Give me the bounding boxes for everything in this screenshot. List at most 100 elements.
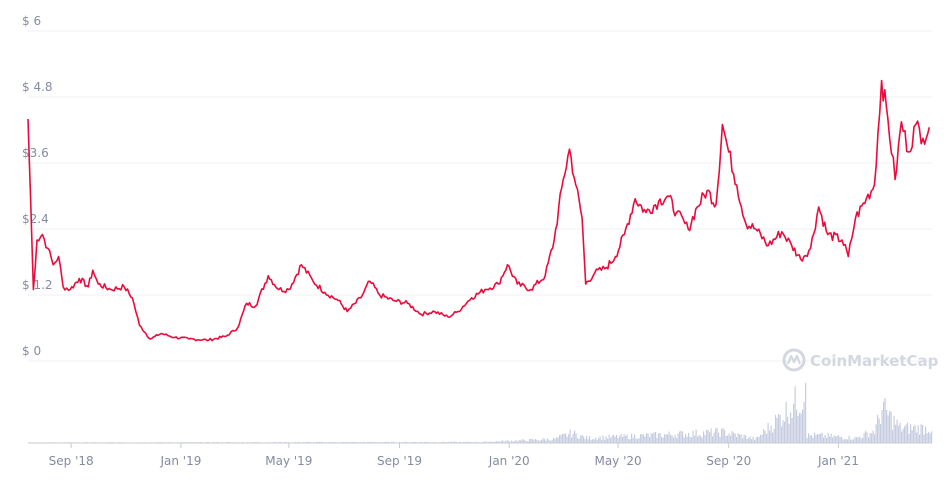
volume-bar [511,440,513,443]
volume-bar [592,439,594,443]
volume-bar [745,435,747,443]
volume-bar [688,432,690,443]
volume-bar [922,425,924,443]
volume-bar [746,439,748,443]
volume-bar [812,437,814,443]
volume-bar [920,424,922,443]
volume-bar [575,433,577,443]
volume-bar [578,438,580,443]
volume-bar [835,436,837,443]
volume-bar [808,433,810,443]
volume-bar [353,441,355,443]
volume-bar [544,439,546,443]
volume-bar [425,441,427,443]
volume-bar [796,409,798,443]
volume-bar [547,438,549,443]
volume-bar [532,439,534,443]
volume-bar [815,435,817,443]
volume-bar [809,435,811,443]
volume-bar [298,441,300,443]
grid-lines [28,30,932,362]
volume-bar [629,439,631,443]
volume-bar [901,431,903,443]
volume-bar [736,436,738,443]
volume-bar [898,425,900,443]
volume-bar [668,431,670,443]
volume-bar [814,432,816,443]
volume-bar [856,437,858,443]
volume-bar [623,433,625,443]
volume-bar [464,441,466,443]
volume-bar [820,433,822,443]
volume-bar [905,424,907,443]
volume-bar [923,434,925,443]
volume-bar [527,441,529,443]
volume-bar [887,415,889,443]
volume-bar [548,439,550,443]
volume-bar [542,438,544,443]
volume-bar [758,437,760,443]
volume-bar [442,441,444,443]
volume-bar [568,434,570,443]
watermark-text: CoinMarketCap [810,352,939,370]
volume-bar [593,439,595,443]
volume-bar [692,430,694,443]
volume-bar [830,433,832,443]
volume-bar [670,434,672,443]
volume-bar [886,410,888,443]
volume-bar [904,426,906,443]
volume-bar [419,441,421,443]
volume-bar [497,441,499,443]
y-tick-label-3: $3.6 [22,146,49,160]
volume-bar [890,411,892,443]
volume-bar [649,437,651,443]
volume-bar [697,436,699,443]
volume-bar [833,435,835,443]
volume-bar [385,441,387,443]
volume-bar [826,437,828,443]
volume-bar [730,435,732,443]
volume-bar [742,438,744,443]
volume-bar [284,441,286,443]
volume-bar [391,441,393,443]
volume-bar [892,430,894,443]
volume-bar [644,436,646,443]
volume-bar [802,409,804,443]
volume-bar [842,439,844,443]
volume-bar [893,416,895,443]
volume-bar [494,441,496,443]
x-tick-label-4: Jan '20 [488,454,530,468]
volume-bar [386,441,388,443]
volume-bar [859,436,861,443]
volume-bar [700,435,702,443]
coinmarketcap-logo-icon [782,348,806,372]
volume-bar [773,428,775,443]
volume-bar [595,437,597,443]
volume-bar [899,422,901,443]
volume-bar [652,433,654,443]
volume-bar [551,440,553,443]
volume-bar [388,441,390,443]
volume-bar [455,441,457,443]
volume-bar [458,441,460,443]
volume-bar [872,430,874,443]
volume-bar [793,403,795,443]
volume-bar [764,430,766,443]
volume-bar [769,430,771,443]
volume-bar [617,438,619,443]
volume-bar [451,441,453,443]
volume-bar [724,430,726,443]
volume-bar [608,434,610,443]
volume-bar [514,441,516,443]
volume-bar [571,437,573,443]
volume-bar [638,438,640,443]
volume-bar [616,434,618,443]
volume-bar [673,437,675,443]
volume-bar [646,433,648,443]
volume-bar [584,439,586,443]
volume-bar [371,441,373,443]
volume-bar [529,438,531,443]
volume-bar [485,441,487,443]
volume-bar [560,434,562,443]
volume-bar [605,436,607,443]
